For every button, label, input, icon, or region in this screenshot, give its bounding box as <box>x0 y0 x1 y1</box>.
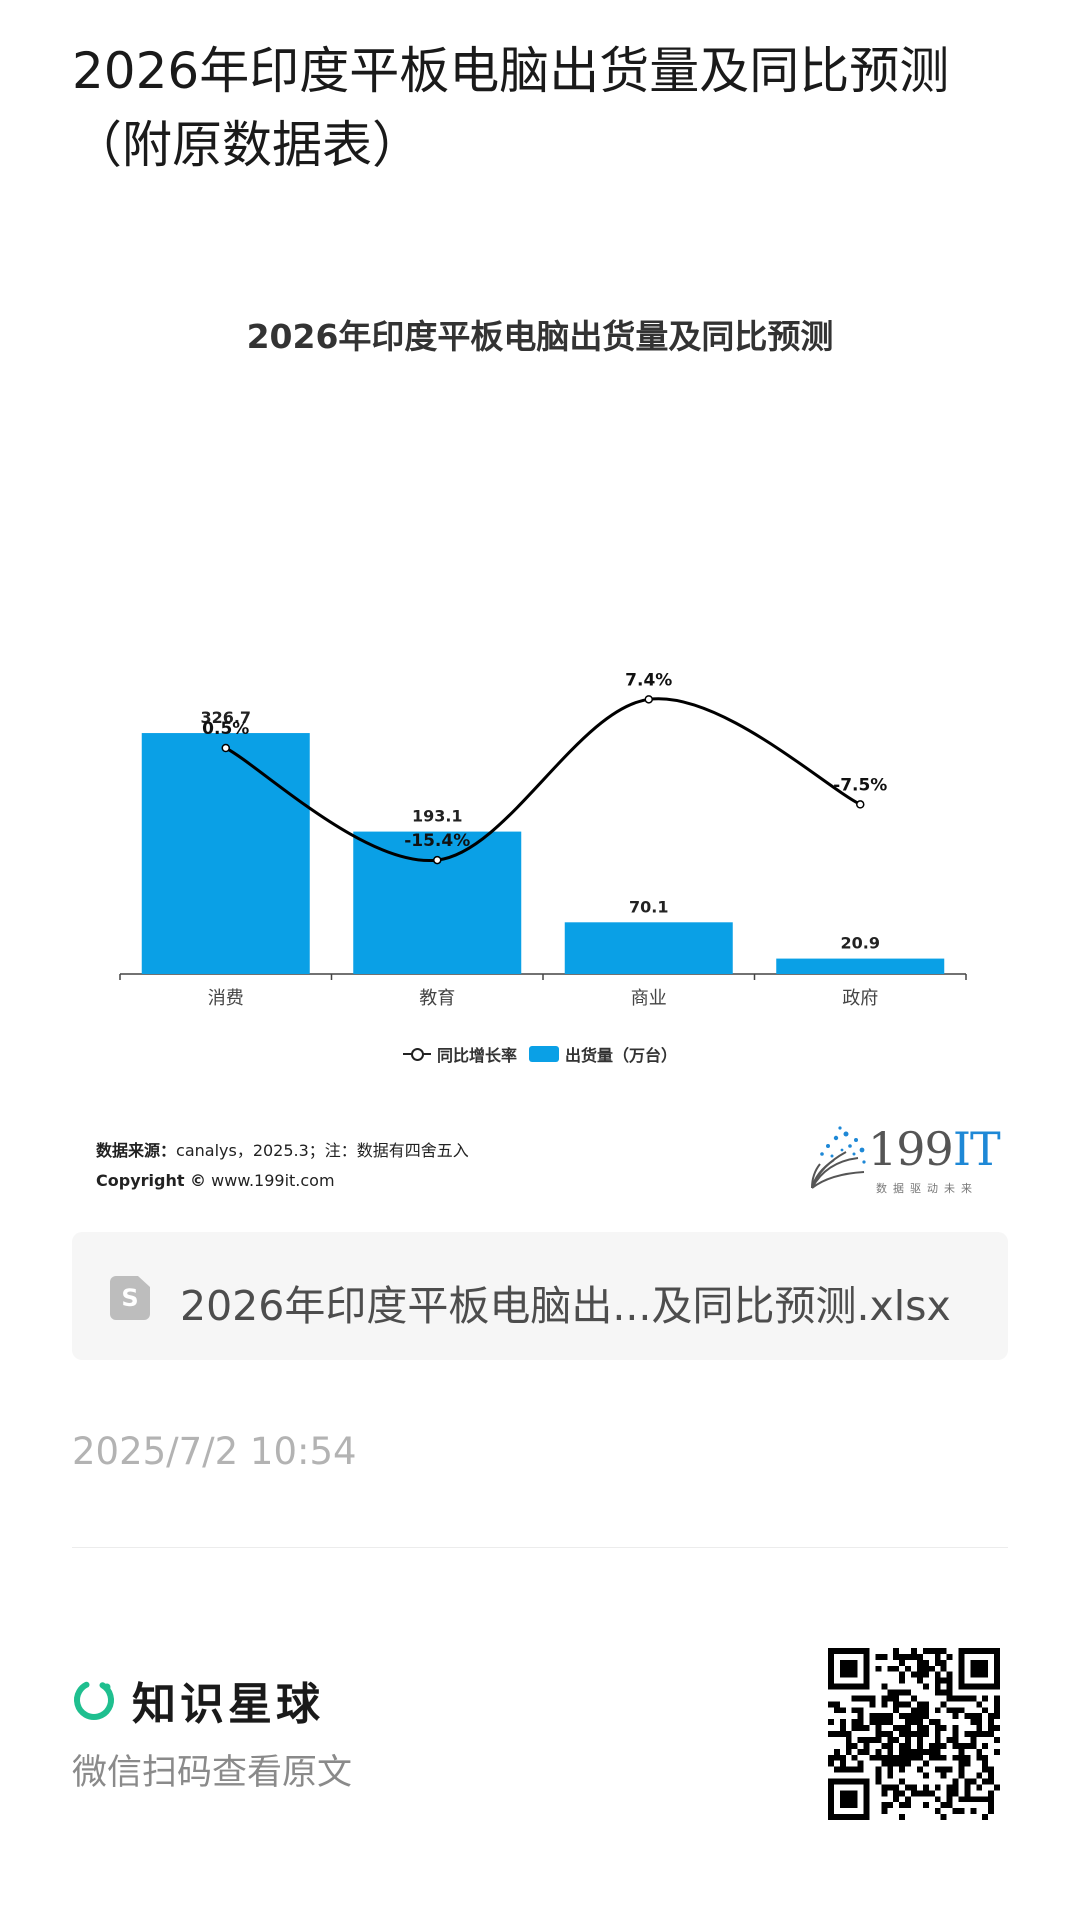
growth-value-label: 7.4% <box>625 670 672 690</box>
growth-value-label: -7.5% <box>833 775 887 795</box>
attachment-file-name[interactable]: 2026年印度平板电脑出...及同比预测.xlsx <box>180 1282 951 1330</box>
chart-source-note: 数据来源：canalys，2025.3；注：数据有四舍五入 Copyright … <box>96 1136 469 1196</box>
attachment-file-card[interactable]: S 2026年印度平板电脑出...及同比预测.xlsx <box>72 1232 1008 1360</box>
legend-item-shipments: 出货量（万台） <box>529 1042 677 1066</box>
copyright-label: Copyright © <box>96 1171 207 1190</box>
source-label: 数据来源： <box>96 1141 177 1160</box>
chart-image: 2026年印度平板电脑出货量及同比预测 326.7 消费 193.1 教育 70.1 商业… <box>72 262 1008 1222</box>
x-tick-label: 消费 <box>208 988 244 1009</box>
bar-消费 <box>141 733 310 974</box>
page-title: 2026年印度平板电脑出货量及同比预测（附原数据表） <box>72 42 950 174</box>
growth-point-商业 <box>644 695 653 704</box>
growth-value-label: 0.5% <box>202 719 249 739</box>
growth-rate-line <box>225 697 861 862</box>
bar-教育 <box>353 831 522 974</box>
bar-value-label: 326.7 <box>200 708 251 727</box>
bar-商业 <box>564 922 733 974</box>
bar-value-label: 193.1 <box>412 807 463 826</box>
chart-title: 2026年印度平板电脑出货量及同比预测 <box>246 317 834 356</box>
x-tick-label: 商业 <box>631 988 667 1009</box>
chart-legend: 同比增长率 出货量（万台） <box>72 1042 1008 1066</box>
brand-name: 知识星球 <box>132 1679 324 1730</box>
logo-tagline: 数据驱动未来 <box>876 1182 978 1195</box>
legend-label-growth: 同比增长率 <box>436 1046 517 1065</box>
bar-value-label: 20.9 <box>841 934 880 953</box>
chart-plot: 326.7 消费 193.1 教育 70.1 商业 20.9 政府 0.5% -15.4% 7.4%… <box>119 670 967 1009</box>
source-text: canalys，2025.3；注：数据有四舍五入 <box>176 1141 469 1160</box>
growth-point-教育 <box>433 855 442 865</box>
growth-point-政府 <box>856 800 865 809</box>
dandelion-logo-icon <box>811 1126 866 1189</box>
bar-value-label: 70.1 <box>629 897 668 916</box>
post-timestamp: 2025/7/2 10:54 <box>72 1430 357 1473</box>
legend-line-marker-icon <box>402 1047 431 1061</box>
qr-code-icon[interactable] <box>828 1648 1000 1820</box>
copyright-text: www.199it.com <box>206 1171 335 1190</box>
legend-bar-swatch-icon <box>529 1046 559 1062</box>
bar-政府 <box>776 958 945 974</box>
199it-logo: 199IT 数据驱动未来 <box>806 1122 1006 1202</box>
growth-point-消费 <box>221 743 230 753</box>
x-tick-label: 政府 <box>842 988 878 1009</box>
knowledge-planet-brand: 知识星球 <box>72 1674 324 1730</box>
scan-hint: 微信扫码查看原文 <box>72 1753 353 1793</box>
divider <box>72 1547 1008 1548</box>
x-tick-label: 教育 <box>419 988 455 1009</box>
spreadsheet-file-icon: S <box>110 1276 150 1320</box>
legend-item-growth: 同比增长率 <box>402 1042 517 1066</box>
logo-wordmark: 199IT <box>868 1122 1001 1176</box>
knowledge-planet-logo-icon <box>74 1680 114 1720</box>
growth-value-label: -15.4% <box>404 831 470 851</box>
legend-label-shipments: 出货量（万台） <box>565 1046 678 1065</box>
